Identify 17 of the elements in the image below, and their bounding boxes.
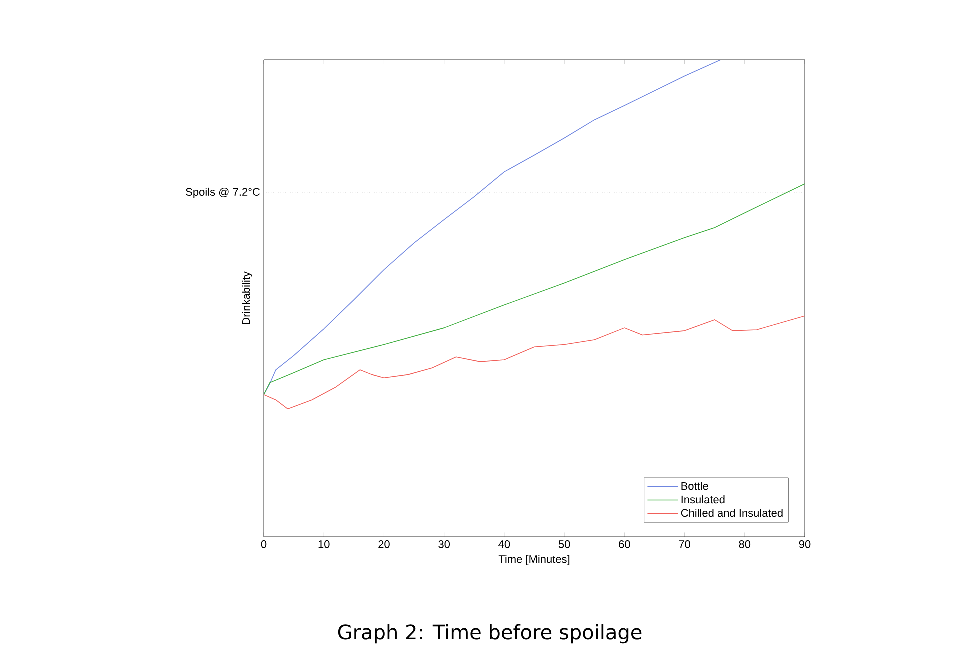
x-axis-title: Time [Minutes] bbox=[498, 555, 570, 566]
x-tick-label: 20 bbox=[378, 540, 390, 548]
ref-line-label: Spoils @ 7.2°C bbox=[186, 188, 260, 198]
x-tick-label: 50 bbox=[558, 540, 570, 548]
x-tick-label: 10 bbox=[318, 540, 330, 548]
x-tick-label: 60 bbox=[619, 540, 630, 548]
x-tick-label: 30 bbox=[438, 540, 450, 548]
legend-label: Insulated bbox=[682, 496, 725, 504]
y-axis-title: Drinkability bbox=[242, 272, 252, 324]
x-tick-label: 90 bbox=[799, 540, 811, 548]
x-tick-label: 70 bbox=[679, 540, 690, 548]
x-tick-label: 0 bbox=[261, 540, 267, 548]
x-tick-label: 40 bbox=[498, 540, 510, 548]
x-tick-label: 80 bbox=[739, 540, 751, 548]
text: Graph 2: Time before spoilage bbox=[338, 624, 642, 644]
legend-label: Chilled and Insulated bbox=[681, 509, 783, 518]
legend-label: Bottle bbox=[682, 482, 708, 490]
